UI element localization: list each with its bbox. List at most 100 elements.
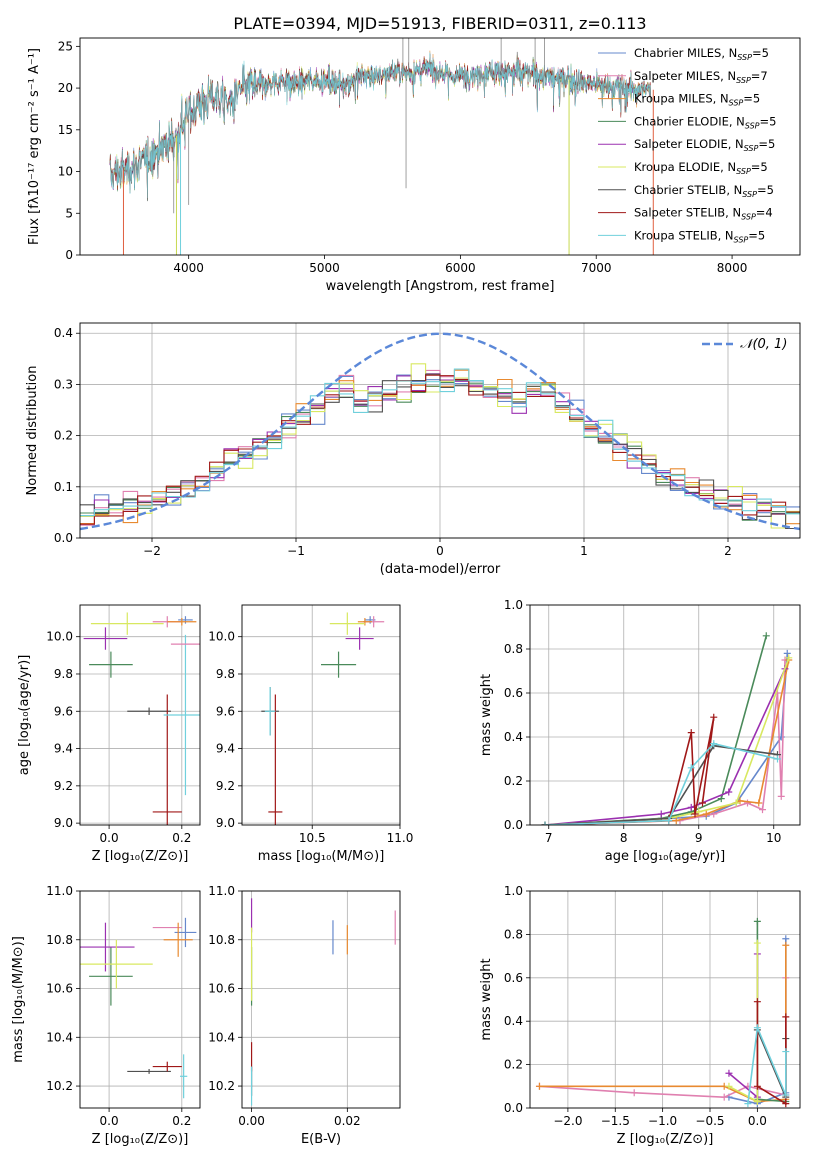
weight-line-salpeter-elodie (728, 953, 759, 1099)
legend-count: =5 (752, 46, 769, 60)
residuals-ytick-label: 0.4 (54, 326, 73, 340)
legend-label: Kroupa MILES, N (634, 92, 729, 106)
legend-subscript: SSP (742, 190, 757, 199)
legend-entry: Kroupa STELIB, NSSP=5 (634, 228, 765, 244)
weight-vs-Z-ytick-label: 0.6 (504, 971, 523, 985)
weight-marker-salpeter-miles (777, 792, 785, 800)
mass-vs-Z-xtick-label: 0.2 (172, 1114, 191, 1128)
residuals-plot-area (80, 332, 800, 531)
legend-entry: Chabrier MILES, NSSP=5 (634, 46, 769, 62)
weight-marker-salpeter-stelib (753, 1082, 761, 1090)
spectrum-ytick-label: 0 (65, 248, 73, 262)
weight-vs-age-frame (529, 604, 801, 826)
weight-vs-Z-xtick-label: 0.0 (748, 1114, 767, 1128)
mass-vs-EBV-ytick-label: 10.6 (208, 982, 235, 996)
weight-vs-Z-plot-area (535, 917, 790, 1108)
legend-count: =5 (751, 160, 768, 174)
weight-marker-salpeter-stelib (699, 799, 706, 807)
weight-marker-salpeter-stelib (710, 713, 718, 721)
weight-marker-chabrier-elodie (753, 917, 761, 925)
age-vs-mass-xtick-label: 11.0 (387, 831, 414, 845)
spectrum-line-kroupa-stelib (109, 52, 651, 199)
mass-vs-EBV-xtick-label: 0.00 (238, 1114, 265, 1128)
weight-marker-salpeter-elodie (725, 1069, 733, 1077)
weight-vs-age-xtick-label: 8 (620, 831, 628, 845)
weight-vs-Z-ytick-label: 0.4 (504, 1014, 523, 1028)
spectrum-xtick-label: 5000 (309, 261, 340, 275)
weight-marker-kroupa-stelib (687, 764, 695, 772)
legend-label: Kroupa ELODIE, N (634, 160, 736, 174)
spectrum-ylabel: Flux [fλ10⁻¹⁷ erg cm⁻² s⁻¹ A⁻¹] (27, 48, 42, 245)
weight-vs-Z-xtick-label: −2.0 (553, 1114, 582, 1128)
residuals-xtick-label: −1 (287, 544, 305, 558)
age-vs-Z-ylabel: age [log₁₀(age/yr)] (17, 655, 32, 776)
residuals-frame (79, 322, 801, 539)
weight-vs-age-ytick-label: 1.0 (504, 598, 523, 612)
age-vs-mass-ytick-label: 10.0 (208, 630, 235, 644)
legend-subscript: SSP (734, 235, 749, 244)
weight-vs-age-ytick-label: 0.6 (504, 686, 523, 700)
weight-vs-Z-frame (529, 890, 801, 1109)
spectrum-xtick-label: 8000 (717, 261, 748, 275)
residuals-xlabel: (data-model)/error (380, 562, 501, 577)
weight-vs-Z-ytick-label: 0.2 (504, 1058, 523, 1072)
weight-marker-chabrier-miles (782, 935, 790, 943)
legend-subscript: SSP (729, 99, 744, 108)
histogram-kroupa-stelib (80, 368, 800, 517)
weight-marker-kroupa-miles (535, 1082, 543, 1090)
legend-entry: Kroupa MILES, NSSP=5 (634, 92, 760, 108)
normal-legend-label: 𝒩(0, 1) (740, 337, 787, 352)
mass-vs-Z-xtick-label: 0.0 (100, 1114, 119, 1128)
weight-marker-salpeter-elodie (687, 803, 695, 811)
legend-subscript: SSP (741, 213, 756, 222)
mass-vs-Z-plot-area (80, 917, 197, 1099)
weight-vs-age-xlabel: age [log₁₀(age/yr)] (605, 849, 726, 864)
mass-vs-Z-ylabel: mass [log₁₀(M/M⊙)] (11, 936, 26, 1063)
age-vs-Z-ytick-label: 9.2 (54, 779, 73, 793)
weight-vs-age-plot-area (541, 632, 793, 825)
weight-marker-salpeter-stelib (753, 998, 761, 1006)
weight-marker-salpeter-miles (744, 799, 751, 807)
weight-marker-salpeter-elodie (725, 788, 733, 796)
weight-marker-salpeter-stelib (782, 1013, 790, 1021)
weight-marker-kroupa-stelib (665, 817, 673, 825)
spectrum-frame (79, 37, 801, 256)
weight-marker-salpeter-stelib (691, 810, 699, 818)
mass-vs-Z-ytick-label: 10.4 (46, 1030, 73, 1044)
residuals-ytick-label: 0.1 (54, 480, 73, 494)
legend-count: =5 (760, 114, 777, 128)
legend-count: =7 (751, 69, 768, 83)
weight-marker-kroupa-stelib (541, 821, 549, 825)
mass-vs-EBV-frame (241, 890, 401, 1109)
age-vs-mass-ytick-label: 9.2 (216, 779, 235, 793)
histogram-chabrier-stelib (80, 373, 800, 530)
weight-marker-kroupa-elodie (753, 1097, 761, 1105)
weight-vs-age-xtick-label: 10 (766, 831, 781, 845)
age-vs-Z-ytick-label: 9.4 (54, 742, 73, 756)
age-vs-mass-frame (241, 604, 401, 826)
residuals-ytick-label: 0.0 (54, 531, 73, 545)
weight-vs-Z-panel: −2.0 −1.5 −1.0 −0.5 0.0 0.0 0.2 0.4 0.6 0.8 1.0 Z [… (479, 884, 801, 1147)
legend-subscript: SSP (736, 167, 751, 176)
weight-marker-kroupa-miles (782, 941, 790, 949)
age-vs-Z-ytick-label: 9.6 (54, 704, 73, 718)
weight-vs-Z-ylabel: mass weight (479, 958, 494, 1040)
residuals-panel: −2 −1 0 1 2 0.0 0.1 0.2 0.3 0.4 (data-model)/error… (25, 322, 801, 577)
histogram-salpeter-stelib (80, 374, 800, 525)
weight-marker-salpeter-stelib (687, 729, 695, 737)
legend-label: Salpeter STELIB, N (634, 206, 741, 220)
age-vs-Z-frame (79, 604, 201, 826)
age-vs-mass-panel: 10.5 11.0 9.0 9.2 9.4 9.6 9.8 10.0 mass [log₁₀(M… (208, 604, 414, 864)
mass-vs-EBV-plot-area (250, 898, 396, 1106)
residuals-xtick-label: 1 (580, 544, 588, 558)
legend-count: =5 (758, 137, 775, 151)
spectrum-ytick-label: 20 (58, 81, 73, 95)
age-vs-mass-ytick-label: 9.8 (216, 667, 235, 681)
normal-curve (80, 332, 800, 531)
weight-line-chabrier-miles (544, 653, 789, 825)
weight-line-salpeter-miles (544, 659, 786, 825)
mass-vs-EBV-xtick-label: 0.02 (334, 1114, 361, 1128)
weight-marker-kroupa-elodie (753, 939, 761, 947)
